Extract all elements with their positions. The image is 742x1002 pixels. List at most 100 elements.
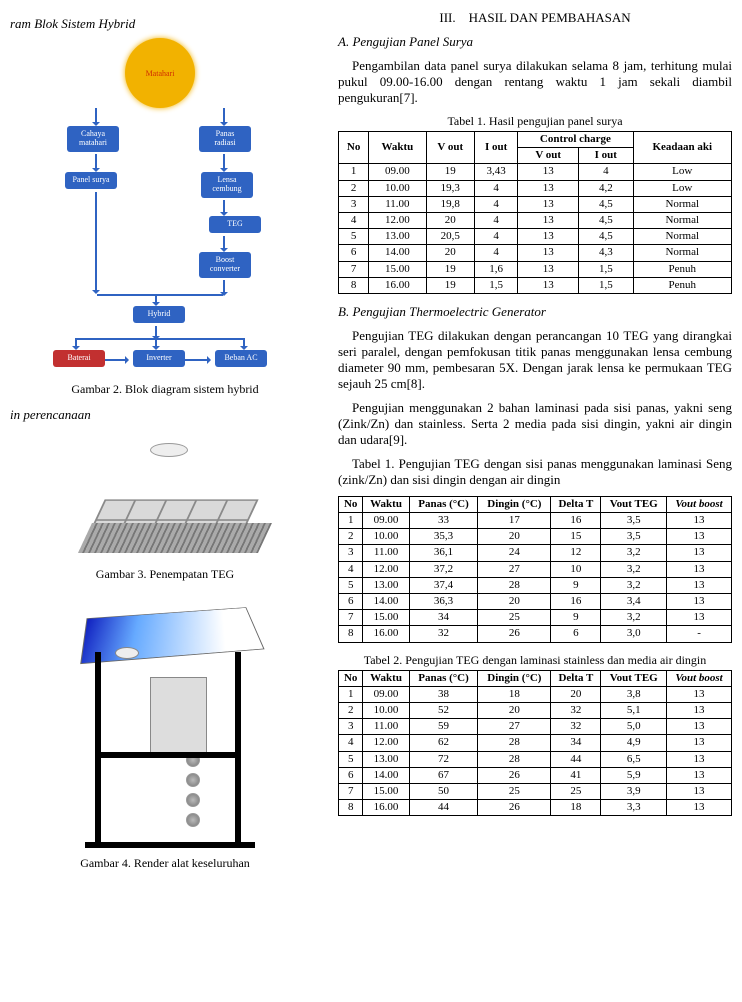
- table-cell: 6: [339, 767, 363, 783]
- table-row: 109.003818203,813: [339, 686, 732, 702]
- table-cell: 13: [667, 686, 732, 702]
- table-cell: 20: [426, 212, 474, 228]
- table-cell: 13: [518, 277, 579, 293]
- arrow: [75, 338, 77, 348]
- table-cell: 16.00: [363, 626, 409, 642]
- table-cell: 2: [339, 529, 363, 545]
- table-row: 816.00322663,0-: [339, 626, 732, 642]
- figure-3: [65, 443, 265, 563]
- th-delta: Delta T: [551, 496, 601, 512]
- table-cell: 44: [409, 800, 478, 816]
- arrow: [223, 236, 225, 250]
- table-cell: 13: [518, 212, 579, 228]
- table-cell: 4: [339, 212, 369, 228]
- table-row: 210.0019,34134,2Low: [339, 180, 732, 196]
- th-vteg: Vout TEG: [601, 496, 667, 512]
- table-cell: 20: [551, 686, 601, 702]
- table-cell: 37,2: [409, 561, 478, 577]
- table-cell: 44: [551, 751, 601, 767]
- table-cell: 13: [667, 702, 732, 718]
- table-cell: 33: [409, 513, 478, 529]
- table-cell: 13: [667, 545, 732, 561]
- table-cell: 19: [426, 261, 474, 277]
- table-cell: 09.00: [369, 164, 426, 180]
- arrow: [95, 108, 97, 124]
- table-cell: 18: [551, 800, 601, 816]
- table-cell: 28: [478, 577, 551, 593]
- table-cell: 13: [518, 245, 579, 261]
- figure-4-caption: Gambar 4. Render alat keseluruhan: [10, 856, 320, 871]
- th-cc: Control charge: [518, 132, 633, 148]
- table-cell: 13: [667, 561, 732, 577]
- table-row: 614.0036,320163,413: [339, 594, 732, 610]
- table-cell: 20: [478, 594, 551, 610]
- figure-4: [55, 592, 275, 852]
- table-cell: 13: [667, 735, 732, 751]
- line: [97, 294, 223, 296]
- table-cell: 19: [426, 277, 474, 293]
- table-cell: 19,8: [426, 196, 474, 212]
- table-cell: 3,2: [601, 561, 667, 577]
- page-columns: ram Blok Sistem Hybrid Matahari Cahaya m…: [10, 10, 732, 881]
- table-cell: 6: [551, 626, 601, 642]
- table-cell: 13: [667, 529, 732, 545]
- table-cell: 4,2: [579, 180, 633, 196]
- arrow: [95, 192, 97, 292]
- table-cell: 3,8: [601, 686, 667, 702]
- table-cell: 4: [339, 735, 363, 751]
- subsection-b: B. Pengujian Thermoelectric Generator: [338, 304, 732, 320]
- table-cell: 19,3: [426, 180, 474, 196]
- table-cell: 5,0: [601, 719, 667, 735]
- table-cell: Normal: [633, 212, 731, 228]
- table-cell: 13: [667, 767, 732, 783]
- fig2-caption-text: Gambar 2. Blok diagram sistem hybrid: [71, 382, 258, 396]
- table-row: 614.006726415,913: [339, 767, 732, 783]
- table-cell: 35,3: [409, 529, 478, 545]
- figure-2-caption: Gambar 2. Blok diagram sistem hybrid: [10, 382, 320, 397]
- table-row: 513.0020,54134,5Normal: [339, 229, 732, 245]
- table-cell: 15.00: [363, 783, 409, 799]
- th-iout: I out: [474, 132, 517, 164]
- frame: [85, 842, 255, 848]
- table-cell: 41: [551, 767, 601, 783]
- table-cell: Penuh: [633, 261, 731, 277]
- table-row: 816.00191,5131,5Penuh: [339, 277, 732, 293]
- node-panas: Panas radiasi: [199, 126, 251, 152]
- table-cell: 13: [518, 180, 579, 196]
- section-header: III. HASIL DAN PEMBAHASAN: [338, 10, 732, 26]
- table-cell: 20: [478, 529, 551, 545]
- th-waktu: Waktu: [363, 496, 409, 512]
- para-a: Pengambilan data panel surya dilakukan s…: [338, 58, 732, 106]
- th-delta: Delta T: [551, 670, 601, 686]
- table-cell: Penuh: [633, 277, 731, 293]
- table-cell: 1,5: [579, 277, 633, 293]
- table-cell: 14.00: [369, 245, 426, 261]
- table-cell: 26: [478, 800, 551, 816]
- table-cell: Normal: [633, 196, 731, 212]
- table-row: 412.0037,227103,213: [339, 561, 732, 577]
- subsection-a: A. Pengujian Panel Surya: [338, 34, 732, 50]
- table-row: 311.0036,124123,213: [339, 545, 732, 561]
- table-cell: 3,0: [601, 626, 667, 642]
- table-cell: 15.00: [363, 610, 409, 626]
- arrow: [183, 359, 209, 361]
- arrow: [223, 154, 225, 170]
- table-cell: 27: [478, 719, 551, 735]
- table-cell: 4,3: [579, 245, 633, 261]
- table-row: 816.004426183,313: [339, 800, 732, 816]
- th-vteg: Vout TEG: [601, 670, 667, 686]
- node-hybrid: Hybrid: [133, 306, 185, 323]
- table-cell: 3,2: [601, 577, 667, 593]
- table-cell: 17: [478, 513, 551, 529]
- table-row: 109.003317163,513: [339, 513, 732, 529]
- box-unit-icon: [150, 677, 207, 754]
- table-cell: 18: [478, 686, 551, 702]
- figure-3-caption: Gambar 3. Penempatan TEG: [10, 567, 320, 582]
- th-waktu: Waktu: [369, 132, 426, 164]
- table-cell: 8: [339, 800, 363, 816]
- table-cell: 3,5: [601, 529, 667, 545]
- table-cell: 6,5: [601, 751, 667, 767]
- table-cell: Low: [633, 164, 731, 180]
- table-cell: 4: [474, 196, 517, 212]
- table-cell: Normal: [633, 229, 731, 245]
